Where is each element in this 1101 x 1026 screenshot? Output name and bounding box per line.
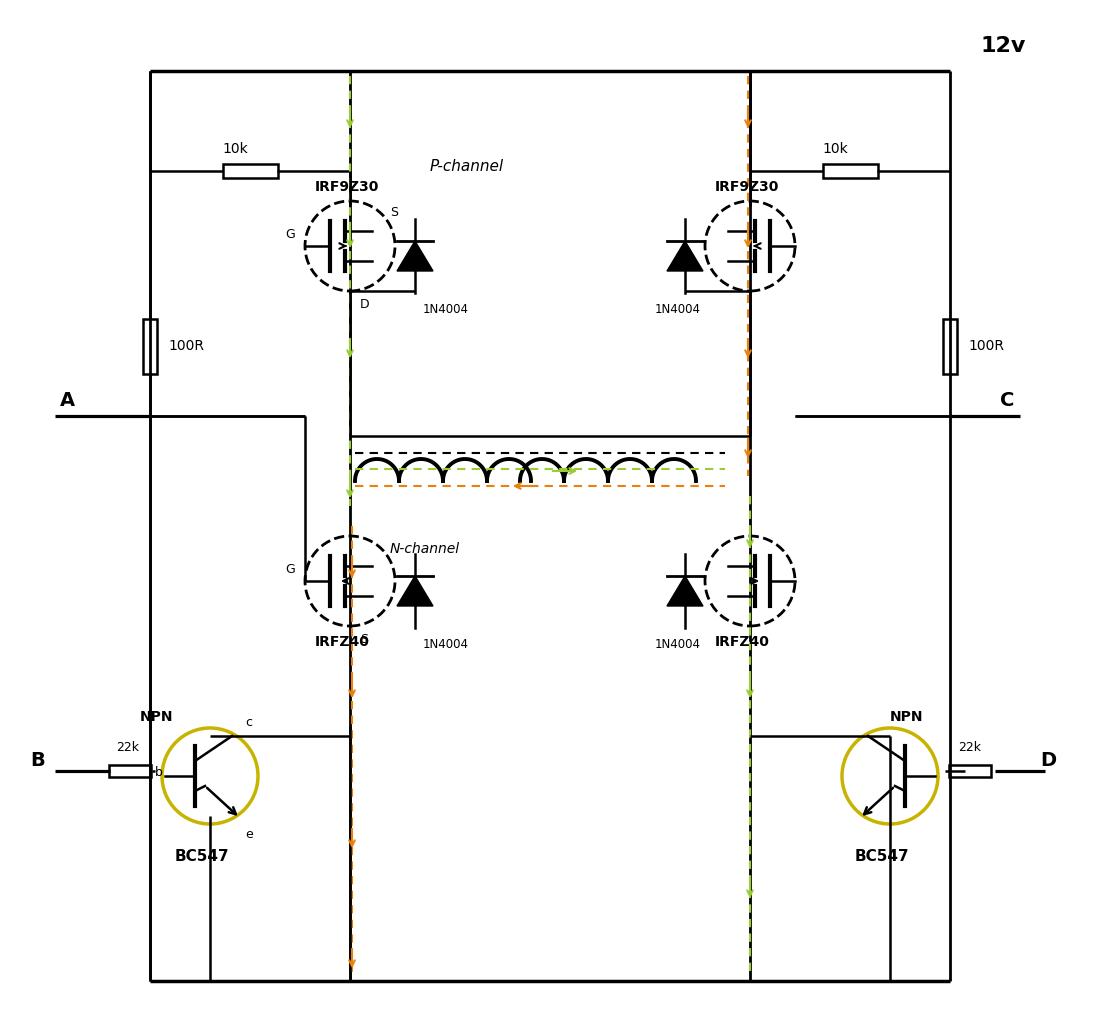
Text: 1N4004: 1N4004 bbox=[655, 638, 701, 652]
Text: A: A bbox=[59, 391, 75, 410]
Bar bbox=[949, 765, 991, 777]
Text: 12v: 12v bbox=[980, 36, 1025, 56]
Text: e: e bbox=[246, 828, 253, 841]
Text: 1N4004: 1N4004 bbox=[655, 303, 701, 316]
Text: G: G bbox=[285, 563, 295, 576]
Text: 1N4004: 1N4004 bbox=[423, 303, 469, 316]
Text: IRF9Z30: IRF9Z30 bbox=[315, 180, 380, 194]
Text: N-channel: N-channel bbox=[390, 542, 460, 556]
Text: IRFZ40: IRFZ40 bbox=[315, 635, 370, 649]
Bar bbox=[143, 318, 157, 373]
Polygon shape bbox=[667, 576, 704, 606]
Text: 22k: 22k bbox=[117, 741, 140, 754]
Text: S: S bbox=[390, 206, 397, 219]
Bar bbox=[942, 318, 957, 373]
Text: NPN: NPN bbox=[890, 710, 924, 724]
Text: S: S bbox=[360, 633, 368, 646]
Bar bbox=[222, 164, 277, 177]
Bar bbox=[822, 164, 877, 177]
Text: 10k: 10k bbox=[822, 142, 848, 156]
Text: 10k: 10k bbox=[222, 142, 248, 156]
Text: B: B bbox=[30, 751, 45, 770]
Text: G: G bbox=[285, 228, 295, 241]
Text: 22k: 22k bbox=[959, 741, 981, 754]
Bar bbox=[109, 765, 151, 777]
Text: BC547: BC547 bbox=[855, 849, 909, 864]
Text: 1N4004: 1N4004 bbox=[423, 638, 469, 652]
Text: 100R: 100R bbox=[968, 339, 1004, 353]
Text: BC547: BC547 bbox=[175, 849, 230, 864]
Text: D: D bbox=[360, 298, 370, 311]
Text: IRF9Z30: IRF9Z30 bbox=[715, 180, 780, 194]
Polygon shape bbox=[397, 241, 433, 271]
Text: 100R: 100R bbox=[168, 339, 204, 353]
Text: D: D bbox=[1040, 751, 1056, 770]
Text: c: c bbox=[246, 716, 252, 729]
Text: b: b bbox=[155, 766, 163, 779]
Text: P-channel: P-channel bbox=[430, 159, 504, 174]
Text: NPN: NPN bbox=[140, 710, 174, 724]
Text: IRFZ40: IRFZ40 bbox=[715, 635, 770, 649]
Polygon shape bbox=[667, 241, 704, 271]
Polygon shape bbox=[397, 576, 433, 606]
Text: C: C bbox=[1000, 391, 1014, 410]
